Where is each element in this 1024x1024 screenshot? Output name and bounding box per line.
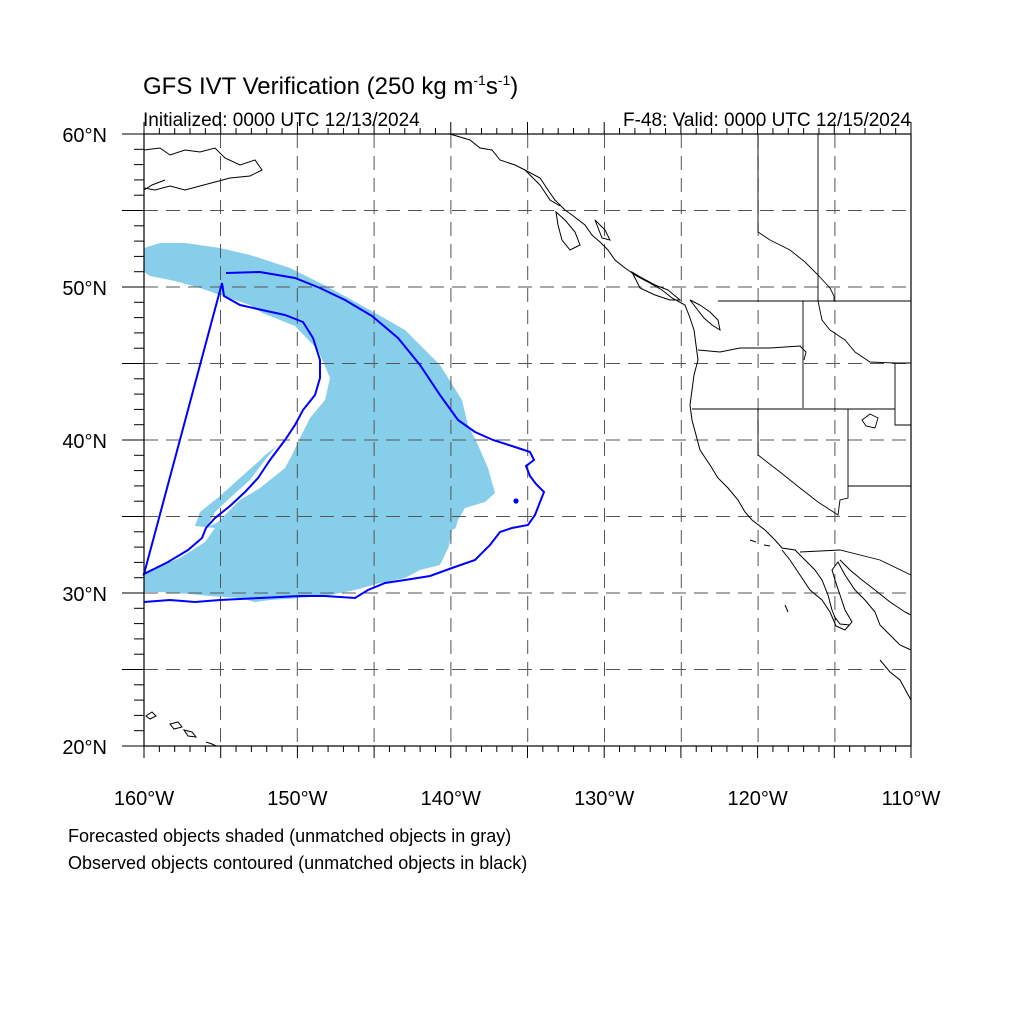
lon-label: 150°W [267,788,327,810]
lat-axis-labels: 60°N 50°N 40°N 30°N 20°N [62,125,107,759]
ivt-map: 160°W 150°W 140°W 130°W 120°W 110°W 60°N 50°N 4… [62,122,941,810]
forecast-objects [144,243,520,602]
observed-objects [142,270,546,604]
axis-ticks [122,122,912,758]
lat-label: 50°N [62,278,107,300]
lat-label: 40°N [62,431,107,453]
lon-label: 120°W [727,788,787,810]
legend-forecast-note: Forecasted objects shaded (unmatched obj… [68,826,512,846]
political-boundaries [692,134,912,576]
forecast-object-gap-south [445,520,520,570]
lon-axis-labels: 160°W 150°W 140°W 130°W 120°W 110°W [114,788,941,810]
lon-label: 140°W [421,788,481,810]
lon-label: 130°W [574,788,634,810]
valid-time-label: F-48: Valid: 0000 UTC 12/15/2024 [623,110,911,131]
lat-label: 20°N [62,737,107,759]
lat-label: 60°N [62,125,107,147]
coastlines [143,133,912,747]
lon-label: 110°W [882,788,941,810]
lon-label: 160°W [114,788,174,810]
legend-observed-note: Observed objects contoured (unmatched ob… [68,853,528,873]
init-time-label: Initialized: 0000 UTC 12/13/2024 [143,110,420,131]
grid-lines [144,134,911,746]
forecast-object-main [144,243,495,602]
forecast-object-gap [206,300,330,528]
observed-object-contour [142,270,546,604]
chart-title: GFS IVT Verification (250 kg m-1s-1) [143,72,519,100]
lat-label: 30°N [62,584,107,606]
observed-object-dot [513,498,519,504]
